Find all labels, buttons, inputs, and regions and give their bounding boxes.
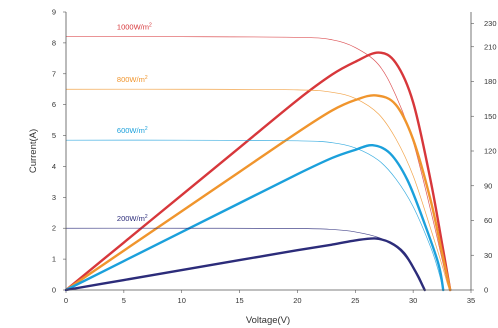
y2-tick-label: 210 xyxy=(484,42,497,51)
x-tick-label: 30 xyxy=(409,296,417,305)
x-tick-label: 0 xyxy=(64,296,68,305)
y-tick-label: 7 xyxy=(52,69,56,78)
irradiance-label-0: 1000W/m2 xyxy=(117,23,152,32)
y2-tick-label: 90 xyxy=(484,181,492,190)
x-tick-label: 15 xyxy=(235,296,243,305)
y2-tick-label: 180 xyxy=(484,77,497,86)
irradiance-label-superscript: 2 xyxy=(145,126,148,132)
irradiance-label-text: 600W/m xyxy=(117,126,145,135)
y-tick-label: 9 xyxy=(52,8,56,17)
y-tick-label: 8 xyxy=(52,38,56,47)
left-axis-ticks: 0 1 2 3 4 5 6 7 8 9 xyxy=(52,8,66,295)
x-tick-label: 5 xyxy=(122,296,126,305)
y-tick-label: 3 xyxy=(52,193,56,202)
irradiance-label-superscript: 2 xyxy=(145,214,148,220)
x-axis-title: Voltage(V) xyxy=(246,315,290,326)
curves xyxy=(64,36,452,292)
right-axis-ticks: 0 30 60 90 120 150 180 210 230 xyxy=(471,19,497,295)
y-tick-label: 6 xyxy=(52,100,56,109)
irradiance-label-text: 200W/m xyxy=(117,214,145,223)
y2-tick-label: 230 xyxy=(484,19,497,28)
irradiance-label-3: 200W/m2 xyxy=(117,214,148,223)
irradiance-label-superscript: 2 xyxy=(149,23,152,29)
y2-tick-label: 120 xyxy=(484,147,497,156)
pv-curve-2 xyxy=(64,143,445,292)
y-tick-label: 5 xyxy=(52,131,56,140)
y-tick-label: 2 xyxy=(52,224,56,233)
y2-tick-label: 60 xyxy=(484,216,492,225)
irradiance-label-2: 600W/m2 xyxy=(117,126,148,135)
y2-tick-label: 30 xyxy=(484,251,492,260)
x-tick-label: 20 xyxy=(293,296,301,305)
x-tick-label: 10 xyxy=(178,296,186,305)
y2-tick-label: 0 xyxy=(484,286,488,295)
y-tick-label: 0 xyxy=(52,286,56,295)
y2-tick-label: 150 xyxy=(484,112,497,121)
pv-curve-0 xyxy=(64,51,452,292)
y-axis-title: Current(A) xyxy=(28,129,39,173)
iv-curve-0 xyxy=(65,36,451,291)
x-axis-ticks: 0 5 10 15 20 25 30 35 xyxy=(64,290,475,305)
x-tick-label: 25 xyxy=(351,296,359,305)
pv-curve-3 xyxy=(64,237,426,292)
irradiance-label-superscript: 2 xyxy=(145,75,148,81)
y-tick-label: 1 xyxy=(52,255,56,264)
iv-curve-2 xyxy=(65,139,444,291)
x-tick-label: 35 xyxy=(467,296,475,305)
irradiance-label-1: 800W/m2 xyxy=(117,75,148,84)
pv-curve-1 xyxy=(64,94,452,292)
y-tick-label: 4 xyxy=(52,162,56,171)
irradiance-label-text: 1000W/m xyxy=(117,23,149,32)
irradiance-label-text: 800W/m xyxy=(117,75,145,84)
iv-curve-1 xyxy=(65,88,451,291)
